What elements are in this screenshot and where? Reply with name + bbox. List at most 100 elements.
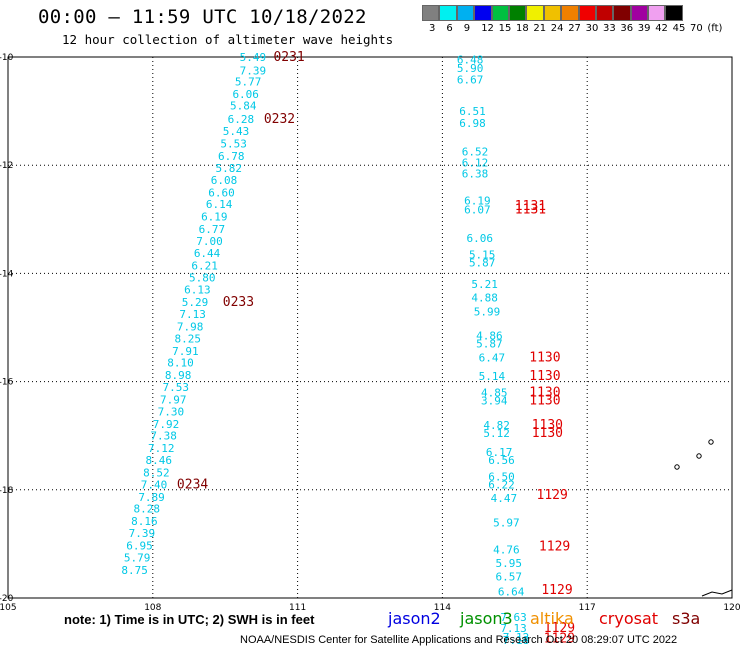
wave-height-value: 6.07 — [464, 204, 491, 217]
wave-height-value: 5.84 — [230, 100, 257, 113]
satellite-legend-item: cryosat — [599, 609, 659, 628]
wave-height-value: 5.14 — [479, 370, 506, 383]
latitude-label: -16 — [0, 378, 14, 388]
pass-time-label: 1129 — [541, 583, 572, 598]
color-scale-cell — [665, 5, 683, 21]
wave-height-value: 5.29 — [182, 296, 209, 309]
wave-height-value: 6.64 — [498, 586, 525, 599]
latitude-label: -14 — [0, 269, 14, 279]
wave-height-value: 5.97 — [493, 516, 519, 529]
wave-height-value: 6.56 — [488, 454, 514, 467]
wave-height-value: 6.28 — [228, 113, 255, 126]
wave-height-value: 7.89 — [138, 491, 165, 504]
wave-height-value: 6.14 — [206, 198, 233, 211]
wave-height-value: 6.22 — [488, 478, 514, 491]
color-scale-bar — [422, 5, 683, 21]
color-scale-label: 45 — [672, 23, 686, 34]
wave-height-value: 7.39 — [240, 65, 267, 78]
color-scale-label: 33 — [603, 23, 616, 34]
wave-height-value: 7.18 — [503, 634, 530, 647]
color-scale-label: 24 — [550, 23, 564, 34]
color-scale-cell — [508, 5, 527, 21]
pass-time-label: 1130 — [529, 385, 560, 400]
wave-height-value: 7.98 — [177, 320, 204, 333]
wave-height-value: 4.47 — [491, 492, 517, 505]
wave-height-value: 5.43 — [223, 125, 250, 138]
color-scale-cell — [578, 5, 596, 21]
wave-height-value: 6.08 — [211, 174, 238, 187]
pass-time-label: 1129 — [539, 540, 570, 555]
wave-height-value: 4.82 — [483, 419, 510, 432]
island-shape — [674, 464, 680, 470]
pass-time-label: 1130 — [532, 426, 563, 441]
island-shape — [696, 453, 702, 459]
color-scale-label: 3 — [429, 23, 436, 34]
satellite-legend-item: s3a — [672, 609, 701, 628]
wave-height-value: 5.90 — [457, 62, 484, 75]
wave-height-value: 6.12 — [462, 156, 489, 169]
color-scale-cell — [491, 5, 509, 21]
wave-height-value: 5.15 — [469, 248, 496, 261]
color-scale-cell — [439, 5, 457, 21]
wave-height-value: 5.99 — [474, 305, 501, 318]
page-title: 00:00 — 11:59 UTC 10/18/2022 — [38, 6, 367, 28]
footer-note: note: 1) Time is in UTC; 2) SWH is in fe… — [64, 612, 315, 627]
wave-height-value: 4.88 — [471, 292, 498, 305]
wave-height-value: 3.94 — [481, 395, 508, 408]
latitude-label: -12 — [0, 161, 13, 171]
satellite-legend-item: jason2 — [388, 609, 441, 628]
wave-height-value: 5.79 — [124, 551, 151, 564]
color-scale-cell — [526, 5, 544, 21]
wave-height-value: 5.21 — [471, 278, 498, 291]
wave-height-value: 6.17 — [486, 446, 512, 459]
wave-height-value: 5.49 — [240, 51, 267, 64]
satellite-legend-item: jason3 — [460, 609, 513, 628]
wave-height-value: 6.60 — [208, 186, 235, 199]
color-scale-cell — [595, 5, 614, 21]
pass-time-label: 1130 — [532, 418, 563, 433]
latitude-label: -20 — [0, 594, 14, 604]
color-scale-label: 70 — [690, 23, 703, 34]
wave-height-value: 5.95 — [495, 557, 522, 570]
latitude-label: -18 — [0, 486, 14, 496]
wave-height-value: 8.52 — [143, 466, 170, 479]
pass-time-label: 1130 — [529, 369, 560, 384]
pass-time-label: 1129 — [544, 621, 575, 636]
wave-height-value: 7.13 — [500, 622, 527, 635]
wave-height-value: 7.30 — [158, 405, 185, 418]
wave-height-value: 6.06 — [232, 88, 259, 101]
wave-height-value: 8.16 — [131, 515, 158, 528]
island-shape — [708, 439, 714, 445]
wave-height-value: 7.13 — [179, 308, 206, 321]
wave-height-value: 8.98 — [165, 369, 192, 382]
coastline — [701, 589, 733, 597]
pass-time-label: 0233 — [223, 295, 254, 310]
wave-height-value: 6.67 — [457, 74, 484, 87]
wave-height-value: 6.47 — [479, 351, 506, 364]
color-scale-cell — [422, 5, 440, 21]
map-frame — [7, 56, 733, 599]
color-scale-label: 42 — [655, 23, 668, 34]
wave-height-value: 6.52 — [462, 146, 489, 159]
color-scale-label: 12 — [481, 23, 494, 34]
color-scale-cell — [456, 5, 475, 21]
color-scale-label: (ft) — [707, 23, 723, 34]
wave-height-value: 7.92 — [153, 418, 180, 431]
color-scale-label: 30 — [585, 23, 599, 34]
wave-height-value: 8.10 — [167, 357, 194, 370]
color-scale-label: 27 — [568, 23, 581, 34]
wave-height-value: 6.13 — [184, 284, 211, 297]
color-scale-cell — [561, 5, 579, 21]
wave-height-value: 7.40 — [141, 478, 168, 491]
color-scale-label: 36 — [620, 23, 634, 34]
pass-time-label: 1130 — [529, 350, 560, 365]
wave-height-value: 7.53 — [162, 381, 189, 394]
longitude-label: 114 — [434, 603, 451, 613]
pass-time-label: 0234 — [177, 477, 208, 492]
color-scale-label: 15 — [498, 23, 512, 34]
wave-height-value: 8.25 — [175, 332, 202, 345]
color-scale-cell — [474, 5, 492, 21]
pass-time-label: 0231 — [273, 50, 304, 65]
pass-time-label: 1131 — [515, 199, 546, 214]
